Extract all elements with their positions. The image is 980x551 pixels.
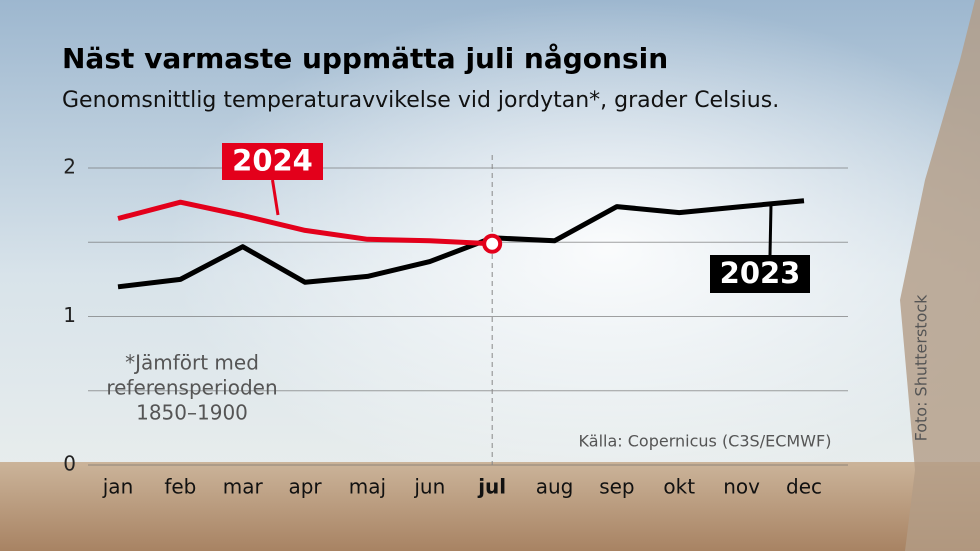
note: 1850–1900 xyxy=(136,401,248,425)
note: *Jämfört med xyxy=(125,351,259,375)
series-line xyxy=(117,199,493,247)
x-tick-label: feb xyxy=(164,475,196,499)
ground xyxy=(0,462,980,551)
y-tick-label: 0 xyxy=(63,452,76,476)
x-tick-label: jan xyxy=(102,475,134,499)
x-tick-label: dec xyxy=(786,475,822,499)
legend-box xyxy=(710,255,810,293)
x-tick-label: okt xyxy=(663,475,695,499)
x-tick-label: mar xyxy=(223,475,264,499)
label-connector xyxy=(271,179,280,216)
y-tick-label: 1 xyxy=(63,303,76,327)
legend-box xyxy=(222,143,323,180)
legend-label: 2023 xyxy=(720,256,801,290)
legend-label: 2024 xyxy=(232,144,313,178)
x-tick-label: sep xyxy=(599,475,634,499)
x-tick-label: jun xyxy=(413,475,445,499)
series-line xyxy=(117,198,805,290)
chart-subtitle: Genomsnittlig temperaturavvikelse vid jo… xyxy=(62,88,779,113)
x-tick-label: aug xyxy=(536,475,574,499)
x-tick-label: apr xyxy=(288,475,322,499)
chart-title: Näst varmaste uppmätta juli någonsin xyxy=(62,42,668,75)
end-marker xyxy=(482,233,503,254)
label-connector xyxy=(768,204,773,256)
tree xyxy=(900,0,980,551)
x-tick-label: maj xyxy=(349,475,386,499)
x-tick-label: nov xyxy=(723,475,760,499)
x-tick-label: jul xyxy=(477,475,506,499)
note: referensperioden xyxy=(106,376,277,400)
source: Källa: Copernicus (C3S/ECMWF) xyxy=(579,432,832,451)
y-tick-label: 2 xyxy=(63,155,76,179)
credit: Foto: Shutterstock xyxy=(912,294,931,442)
